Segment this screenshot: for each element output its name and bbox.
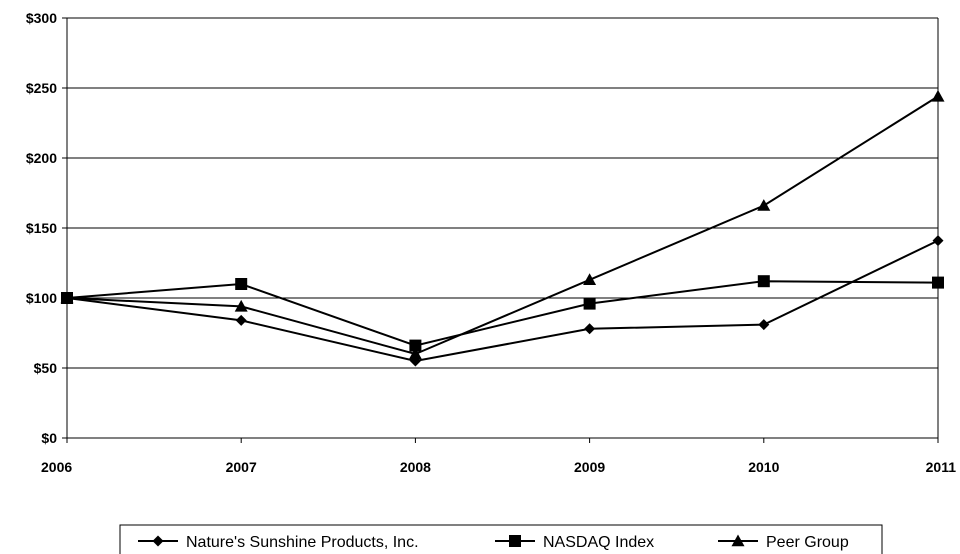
data-point-diamond — [932, 235, 944, 247]
legend-marker-square — [509, 535, 521, 547]
data-point-diamond — [758, 319, 770, 331]
data-point-diamond — [584, 323, 596, 335]
y-tick-label: $250 — [26, 80, 57, 96]
legend-label: NASDAQ Index — [543, 534, 654, 551]
x-tick-label: 2011 — [926, 459, 957, 475]
data-point-triangle — [583, 273, 597, 285]
x-tick-label: 2010 — [748, 459, 779, 475]
data-point-diamond — [235, 314, 247, 326]
series-diamond — [61, 235, 944, 367]
data-point-triangle — [234, 299, 248, 312]
x-axis-ticks: 2006 2007 2008 2009 2010 2011 — [41, 438, 956, 475]
series-triangle — [60, 89, 945, 360]
legend-label: Nature's Sunshine Products, Inc. — [186, 534, 419, 551]
data-point-triangle — [931, 89, 945, 102]
y-axis-ticks: $0 $50 $100 $150 $200 $250 $300 — [26, 10, 67, 446]
y-tick-label: $50 — [34, 360, 58, 376]
grid-lines — [67, 17, 938, 369]
x-tick-label: 2006 — [41, 459, 72, 475]
series-square — [61, 275, 944, 352]
series-line — [66, 280, 939, 347]
data-point-triangle — [408, 347, 422, 360]
y-tick-label: $300 — [26, 10, 57, 26]
legend-entry: NASDAQ Index — [495, 534, 654, 551]
legend-entry: Peer Group — [718, 534, 849, 551]
series-line — [66, 95, 939, 356]
x-tick-label: 2009 — [574, 459, 605, 475]
data-point-square — [757, 275, 770, 288]
series-line — [66, 239, 939, 363]
data-point-triangle — [60, 291, 74, 304]
y-tick-label: $200 — [26, 150, 57, 166]
series-group — [60, 89, 945, 367]
data-point-square — [583, 297, 596, 310]
legend-box — [119, 524, 883, 554]
y-tick-label: $0 — [41, 430, 57, 446]
data-point-square — [409, 339, 422, 352]
legend-marker-triangle — [731, 534, 745, 547]
x-tick-label: 2007 — [226, 459, 257, 475]
y-tick-label: $150 — [26, 220, 57, 236]
legend-label: Peer Group — [766, 534, 849, 551]
data-point-square — [235, 278, 248, 290]
data-point-square — [932, 276, 944, 289]
legend: Nature's Sunshine Products, Inc. NASDAQ I… — [119, 524, 883, 554]
legend-entry: Nature's Sunshine Products, Inc. — [138, 534, 419, 551]
y-tick-label: $100 — [26, 290, 57, 306]
legend-marker-diamond — [152, 535, 164, 547]
data-point-triangle — [757, 199, 771, 211]
x-tick-label: 2008 — [400, 459, 431, 475]
